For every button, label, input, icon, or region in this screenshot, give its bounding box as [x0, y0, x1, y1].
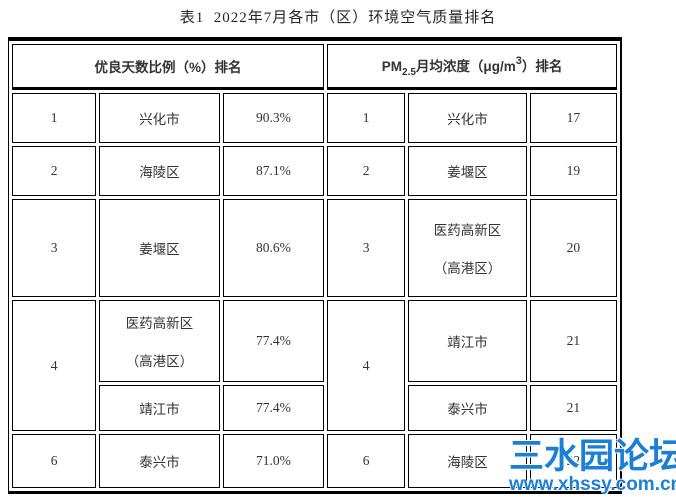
rank-cell: 6 — [12, 434, 97, 488]
rank-cell: 1 — [12, 93, 97, 143]
table-row: 2 海陵区 87.1% 2 姜堰区 19 — [12, 146, 617, 196]
value-cell: 21 — [529, 300, 617, 382]
value-cell: 87.1% — [222, 146, 325, 196]
pm25-suffix: ）排名 — [521, 58, 563, 74]
city-name-line1: 医药高新区 — [433, 223, 502, 238]
rank-cell: 2 — [327, 146, 406, 196]
rank-cell: 1 — [327, 93, 406, 143]
city-cell: 医药高新区 （高港区） — [408, 199, 527, 297]
value-cell: 20 — [529, 199, 617, 297]
city-cell: 兴化市 — [408, 93, 527, 143]
header-pm25-ranking: PM2.5月均浓度（μg/m3）排名 — [327, 44, 617, 90]
value-cell: 17 — [529, 93, 617, 143]
value-cell: 19 — [529, 146, 617, 196]
city-cell: 泰兴市 — [99, 434, 220, 488]
city-name-line2: （高港区） — [125, 354, 194, 369]
city-cell: 海陵区 — [408, 434, 527, 488]
city-cell: 靖江市 — [408, 300, 527, 382]
rank-cell: 3 — [327, 199, 406, 297]
rank-cell: 3 — [12, 199, 97, 297]
table-row: 4 医药高新区 （高港区） 77.4% 4 靖江市 21 — [12, 300, 617, 431]
table-row: 1 兴化市 90.3% 1 兴化市 17 — [12, 93, 617, 143]
city-cell: 姜堰区 — [99, 199, 220, 297]
page-title: 表1 2022年7月各市（区）环境空气质量排名 — [179, 10, 497, 26]
table-row: 6 泰兴市 71.0% 6 海陵区 22 — [12, 434, 617, 488]
city-name-line1: 医药高新区 — [125, 316, 194, 331]
rank-cell: 6 — [327, 434, 406, 488]
city-cell: 靖江市 — [99, 385, 220, 431]
rank-cell: 4 — [327, 300, 406, 431]
value-cell: 77.4% — [222, 300, 325, 382]
city-cell: 姜堰区 — [408, 146, 527, 196]
city-cell: 海陵区 — [99, 146, 220, 196]
table-row: 靖江市 77.4% 泰兴市 21 — [12, 385, 617, 431]
city-cell: 医药高新区 （高港区） — [99, 300, 220, 382]
pm25-superscript: 3 — [515, 54, 522, 67]
value-cell: 21 — [529, 385, 617, 431]
city-cell: 泰兴市 — [408, 385, 527, 431]
value-cell: 77.4% — [222, 385, 325, 431]
rank-cell: 4 — [12, 300, 97, 431]
table-row: 3 姜堰区 80.6% 3 医药高新区 （高港区） 20 — [12, 199, 617, 297]
air-quality-table: 优良天数比例（%）排名 PM2.5月均浓度（μg/m3）排名 1 兴化市 90.… — [8, 37, 622, 494]
pm25-subscript: 2.5 — [402, 66, 416, 78]
pm25-mid: 月均浓度（μg/m — [415, 58, 516, 74]
header-good-days-ranking: 优良天数比例（%）排名 — [12, 44, 325, 90]
city-name-line2: （高港区） — [433, 261, 502, 276]
rank-cell: 2 — [12, 146, 97, 196]
pm25-prefix: PM — [381, 58, 403, 74]
value-cell: 22 — [529, 434, 617, 488]
table-header-row: 优良天数比例（%）排名 PM2.5月均浓度（μg/m3）排名 — [12, 44, 617, 90]
value-cell: 90.3% — [222, 93, 325, 143]
city-cell: 兴化市 — [99, 93, 220, 143]
value-cell: 80.6% — [222, 199, 325, 297]
value-cell: 71.0% — [222, 434, 325, 488]
